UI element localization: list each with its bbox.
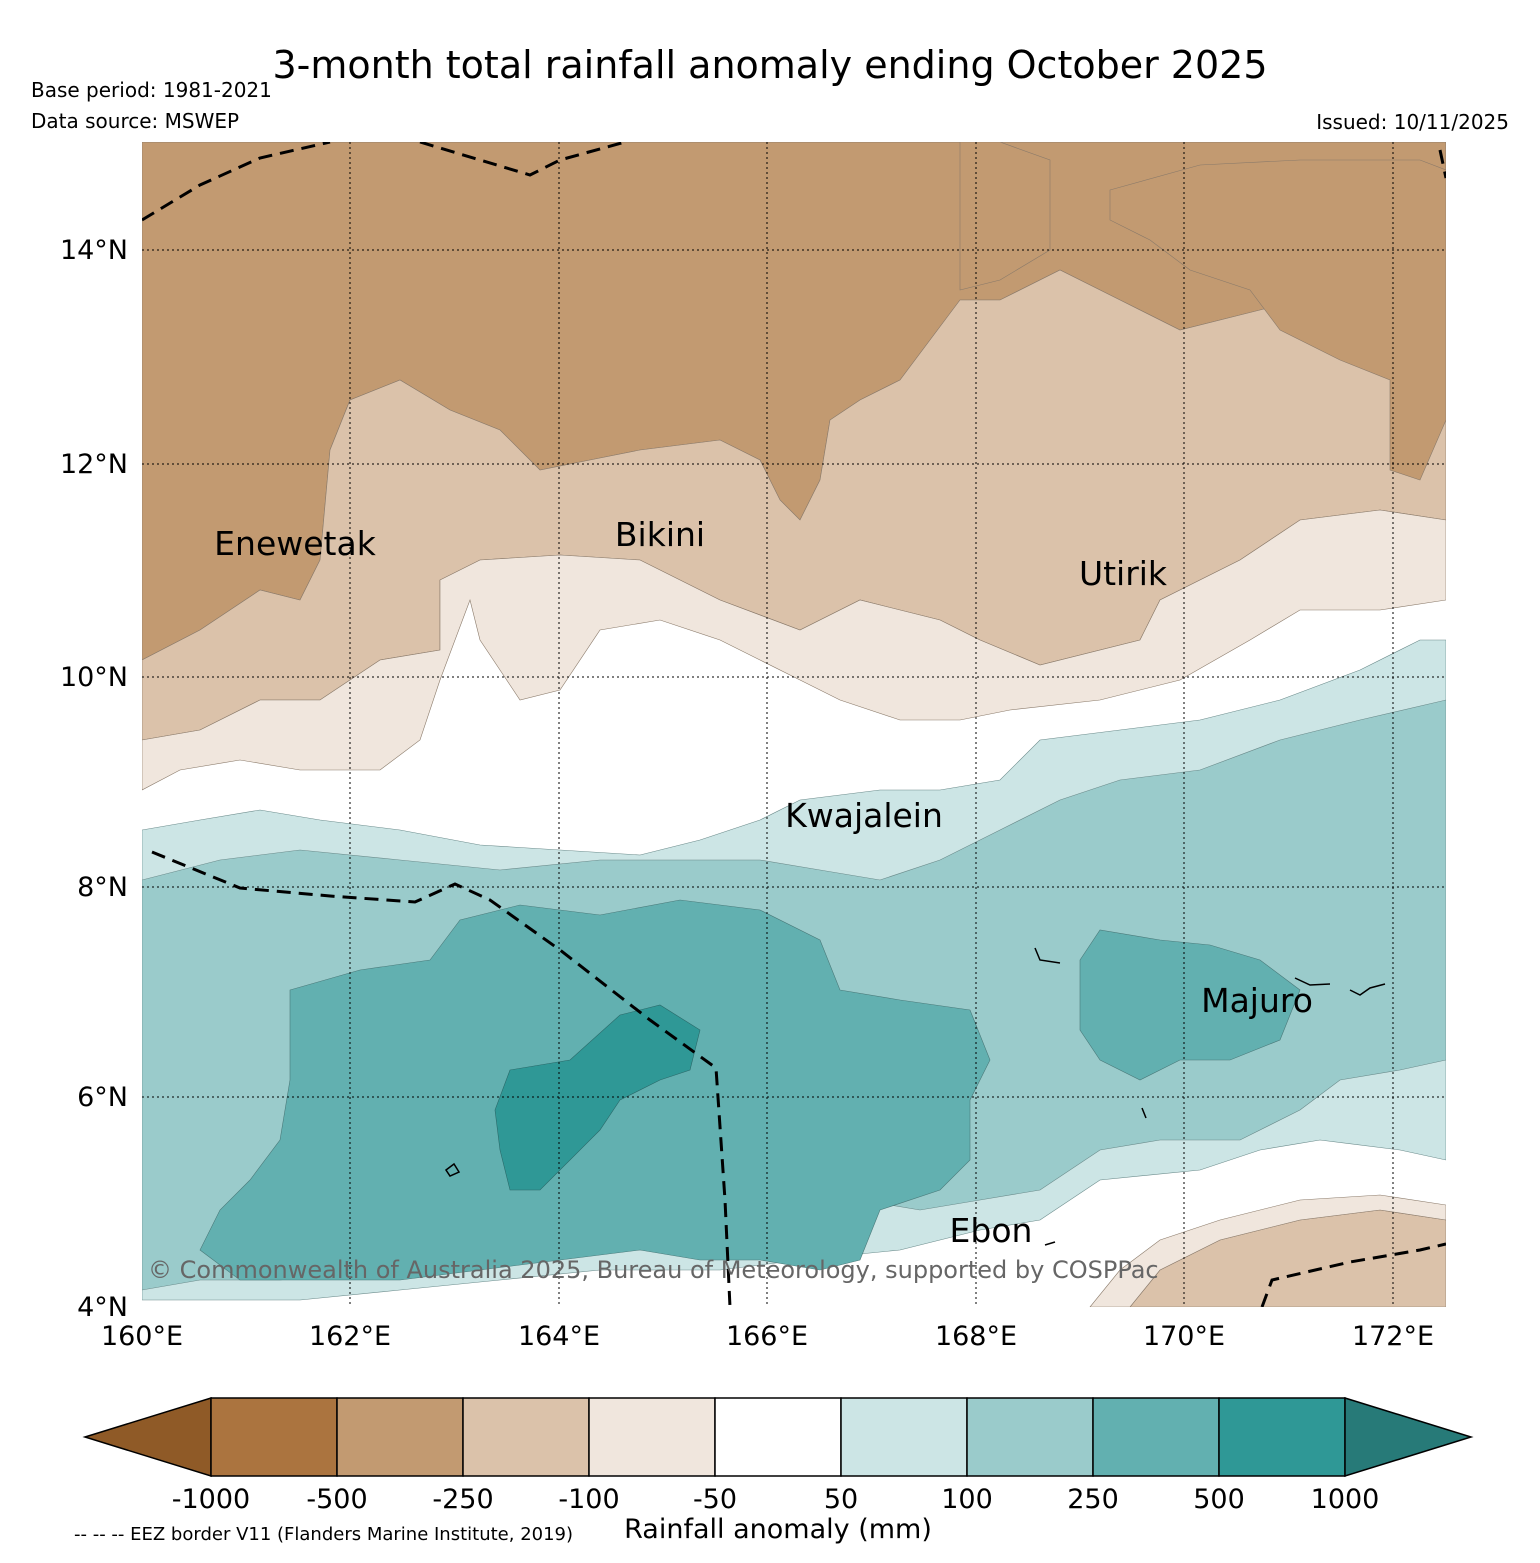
anomaly-band-neg500-east xyxy=(1109,159,1446,481)
atoll-outline xyxy=(1141,1107,1147,1119)
island-outlines xyxy=(444,947,1386,1246)
colorbar-tick: -250 xyxy=(432,1484,493,1515)
eez-border-southeast xyxy=(1260,1242,1446,1307)
atoll-outline xyxy=(444,1162,461,1177)
lon-label: 170°E xyxy=(1143,1321,1225,1352)
colorbar-label: Rainfall anomaly (mm) xyxy=(624,1514,932,1545)
eez-border-note: -- -- -- EEZ border V11 (Flanders Marine… xyxy=(74,1524,573,1545)
colorbar-tick: 500 xyxy=(1193,1484,1245,1515)
chart-title: 3-month total rainfall anomaly ending Oc… xyxy=(272,43,1267,87)
island-label-utirik: Utirik xyxy=(1079,554,1168,593)
map-area xyxy=(142,142,1446,1307)
lon-label: 160°E xyxy=(101,1321,183,1352)
atoll-outline xyxy=(1294,977,1331,986)
colorbar-segment xyxy=(966,1397,1094,1477)
colorbar-segment xyxy=(840,1397,968,1477)
colorbar-segment xyxy=(714,1397,842,1477)
colorbar-tick: 250 xyxy=(1067,1484,1119,1515)
anomaly-band-neg100-southeast xyxy=(1089,1194,1446,1307)
colorbar-segment xyxy=(1218,1397,1346,1477)
eez-borders xyxy=(142,142,1446,1307)
lat-label: 6°N xyxy=(77,1082,128,1113)
colorbar-segment xyxy=(588,1397,716,1477)
colorbar-tick: -100 xyxy=(558,1484,619,1515)
colorbar-segment xyxy=(210,1397,338,1477)
island-label-ebon: Ebon xyxy=(950,1211,1033,1250)
colorbar xyxy=(82,1396,1474,1478)
colorbar-tick: -500 xyxy=(306,1484,367,1515)
lon-label: 172°E xyxy=(1352,1321,1434,1352)
colorbar-segment xyxy=(1092,1397,1220,1477)
colorbar-tick: 50 xyxy=(824,1484,858,1515)
base-period-text: Base period: 1981-2021 xyxy=(31,78,272,102)
lat-label: 14°N xyxy=(60,235,128,266)
island-label-bikini: Bikini xyxy=(615,515,705,554)
lon-label: 168°E xyxy=(935,1321,1017,1352)
atoll-outline xyxy=(1044,1241,1056,1246)
lat-label: 4°N xyxy=(77,1292,128,1323)
colorbar-segment xyxy=(336,1397,464,1477)
lon-label: 166°E xyxy=(726,1321,808,1352)
anomaly-band-neg500-west-top xyxy=(142,142,1051,291)
colorbar-tick: 100 xyxy=(941,1484,993,1515)
anomaly-band-pos250-east xyxy=(1079,929,1301,1081)
colorbar-extend-low xyxy=(82,1396,212,1478)
colorbar-tick: -50 xyxy=(693,1484,737,1515)
issued-date-text: Issued: 10/11/2025 xyxy=(1316,110,1509,134)
island-label-kwajalein: Kwajalein xyxy=(785,796,943,835)
lat-label: 8°N xyxy=(77,872,128,903)
eez-border-north xyxy=(142,142,626,222)
lon-label: 162°E xyxy=(309,1321,391,1352)
eez-border-northeast xyxy=(1438,149,1446,179)
island-label-majuro: Majuro xyxy=(1201,981,1313,1020)
lon-label: 164°E xyxy=(518,1321,600,1352)
eez-border-west xyxy=(151,850,732,1307)
lat-label: 10°N xyxy=(60,662,128,693)
colorbar-extend-high xyxy=(1344,1396,1474,1478)
data-source-text: Data source: MSWEP xyxy=(31,109,239,133)
lat-label: 12°N xyxy=(60,449,128,480)
atoll-outline xyxy=(1349,983,1386,996)
copyright-credit: © Commonwealth of Australia 2025, Bureau… xyxy=(148,1256,1159,1284)
anomaly-band-neg100 xyxy=(142,509,1446,791)
graticule xyxy=(142,142,1446,1307)
colorbar-tick: -1000 xyxy=(172,1484,250,1515)
island-label-enewetak: Enewetak xyxy=(214,524,377,563)
colorbar-tick: 1000 xyxy=(1311,1484,1380,1515)
atoll-outline xyxy=(1034,947,1061,964)
colorbar-segment xyxy=(462,1397,590,1477)
